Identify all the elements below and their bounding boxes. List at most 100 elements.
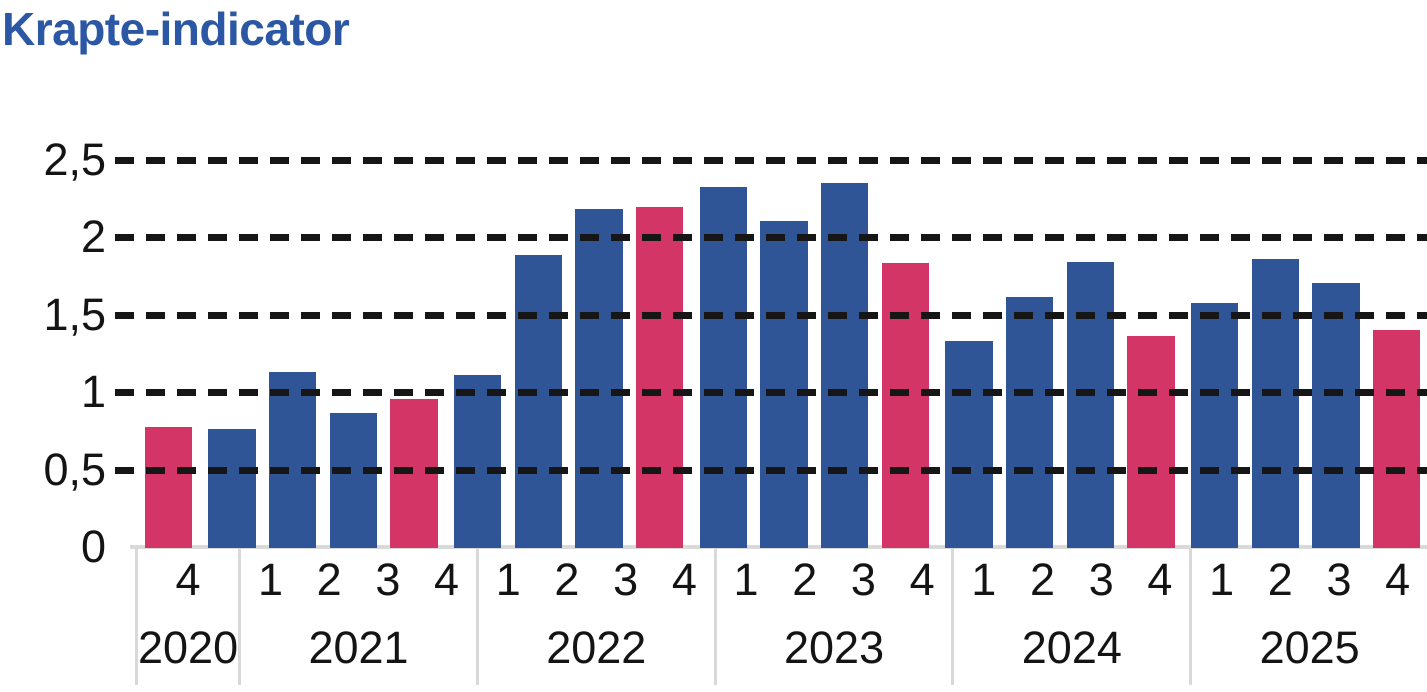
bar-slot: [939, 160, 1000, 548]
gridline-1: [115, 389, 1427, 397]
year-label-2025: 2025: [1259, 622, 1360, 673]
year-label-row: 2024: [954, 611, 1189, 685]
gridline-0-5: [115, 466, 1427, 474]
bar-2022-q4: [636, 207, 684, 548]
bar-2025-q1: [1191, 303, 1239, 548]
quarter-label-2022-q3: 3: [613, 554, 639, 605]
bar-2023-q3: [821, 182, 869, 548]
x-axis-group-2023: 1 2 3 4 2023: [713, 549, 952, 685]
chart-title: Krapte-indicator: [2, 3, 350, 55]
bar-slot: [875, 160, 936, 548]
bar-slot: [1060, 160, 1121, 548]
bar-group-2025: [1181, 160, 1427, 548]
year-label-2020: 2020: [138, 622, 239, 673]
bar-slot: [754, 160, 815, 548]
bar-slot: [999, 160, 1060, 548]
year-label-2024: 2024: [1021, 622, 1122, 673]
quarter-label-2021-q2: 2: [316, 554, 342, 605]
bar-slot: [323, 160, 384, 548]
x-axis-group-2020: 4 2020: [135, 549, 238, 685]
bar-2023-q4: [881, 263, 930, 548]
bar-2023-q2: [760, 221, 808, 548]
quarter-label-2021-q3: 3: [375, 554, 401, 605]
bar-slot: [384, 160, 445, 548]
bar-slot: [138, 160, 199, 548]
x-axis-group-2022: 1 2 3 4 2022: [475, 549, 714, 685]
y-tick-label: 1: [80, 366, 106, 418]
year-label-row: 2022: [479, 611, 714, 685]
bar-2025-q3: [1312, 283, 1360, 548]
bar-slot: [569, 160, 630, 548]
bar-slot: [202, 160, 263, 548]
gridline-2: [115, 234, 1427, 242]
bar-group-2022: [444, 160, 690, 548]
bar-group-2020: [135, 160, 199, 548]
bar-2024-q4: [1127, 335, 1175, 548]
quarter-label-2025-q4: 4: [1385, 554, 1411, 605]
bar-2024-q1: [945, 340, 993, 548]
quarter-label-2024-q1: 1: [971, 554, 997, 605]
bar-2021-q4: [390, 399, 438, 548]
quarter-label-2021-q4: 4: [434, 554, 460, 605]
x-axis-labels: 4 2020 1 2 3 4 2021 1 2 3 4 2022 1 2 3 4 2023 1 2 3 4 2024 1 2 3…: [135, 549, 1427, 685]
bar-2024-q3: [1066, 261, 1115, 548]
bar-group-2024: [936, 160, 1182, 548]
bar-slot: [262, 160, 323, 548]
bar-2022-q1: [454, 374, 502, 548]
year-label-2022: 2022: [546, 622, 647, 673]
y-tick-label: 0,5: [43, 443, 106, 495]
quarter-label-2025-q3: 3: [1326, 554, 1352, 605]
bar-slot: [1306, 160, 1367, 548]
quarter-label-2025-q1: 1: [1209, 554, 1235, 605]
y-tick-label: 2: [80, 211, 106, 263]
x-axis-group-2024: 1 2 3 4 2024: [951, 549, 1189, 685]
x-axis-group-2025: 1 2 3 4 2025: [1189, 549, 1427, 685]
year-label-row: 2021: [241, 611, 476, 685]
quarter-label-row: 4: [138, 549, 238, 611]
quarter-label-2025-q2: 2: [1267, 554, 1293, 605]
quarter-label-2022-q2: 2: [554, 554, 580, 605]
y-tick-label: 0: [80, 521, 106, 572]
quarter-label-2024-q4: 4: [1147, 554, 1173, 605]
bar-slot: [1366, 160, 1427, 548]
quarter-label-2024-q3: 3: [1088, 554, 1114, 605]
quarter-label-2021-q1: 1: [257, 554, 283, 605]
y-axis-labels: 0 0,5 1 1,5 2 2,5: [0, 0, 106, 692]
bar-slot: [1184, 160, 1245, 548]
quarter-label-2023-q3: 3: [850, 554, 876, 605]
gridline-2-5: [115, 157, 1427, 164]
quarter-label-2020-q4: 4: [175, 554, 201, 605]
year-label-2023: 2023: [784, 622, 885, 673]
quarter-label-2023-q2: 2: [792, 554, 818, 605]
quarter-label-2023-q4: 4: [909, 554, 935, 605]
year-label-row: 2025: [1192, 611, 1427, 685]
year-label-row: 2023: [717, 611, 952, 685]
bar-2021-q3: [329, 413, 377, 548]
quarter-label-2023-q1: 1: [733, 554, 759, 605]
bar-2020-q4: [144, 427, 192, 548]
year-label-2021: 2021: [308, 622, 409, 673]
bar-2022-q3: [575, 209, 623, 548]
bar-2024-q2: [1006, 297, 1054, 548]
bar-slot: [814, 160, 875, 548]
bar-group-2021: [199, 160, 445, 548]
quarter-label-2024-q2: 2: [1029, 554, 1056, 605]
bar-slot: [508, 160, 569, 548]
bar-slot: [447, 160, 508, 548]
bar-slot: [693, 160, 754, 548]
bar-2021-q2: [269, 371, 317, 548]
gridline-1-5: [115, 311, 1427, 319]
quarter-label-2022-q4: 4: [671, 554, 697, 605]
y-tick-label: 1,5: [43, 288, 106, 340]
bar-2023-q1: [699, 187, 747, 548]
bar-2021-q1: [208, 428, 256, 548]
bar-slot: [1121, 160, 1182, 548]
y-tick-label: 2,5: [43, 134, 106, 185]
bar-slot: [1245, 160, 1306, 548]
